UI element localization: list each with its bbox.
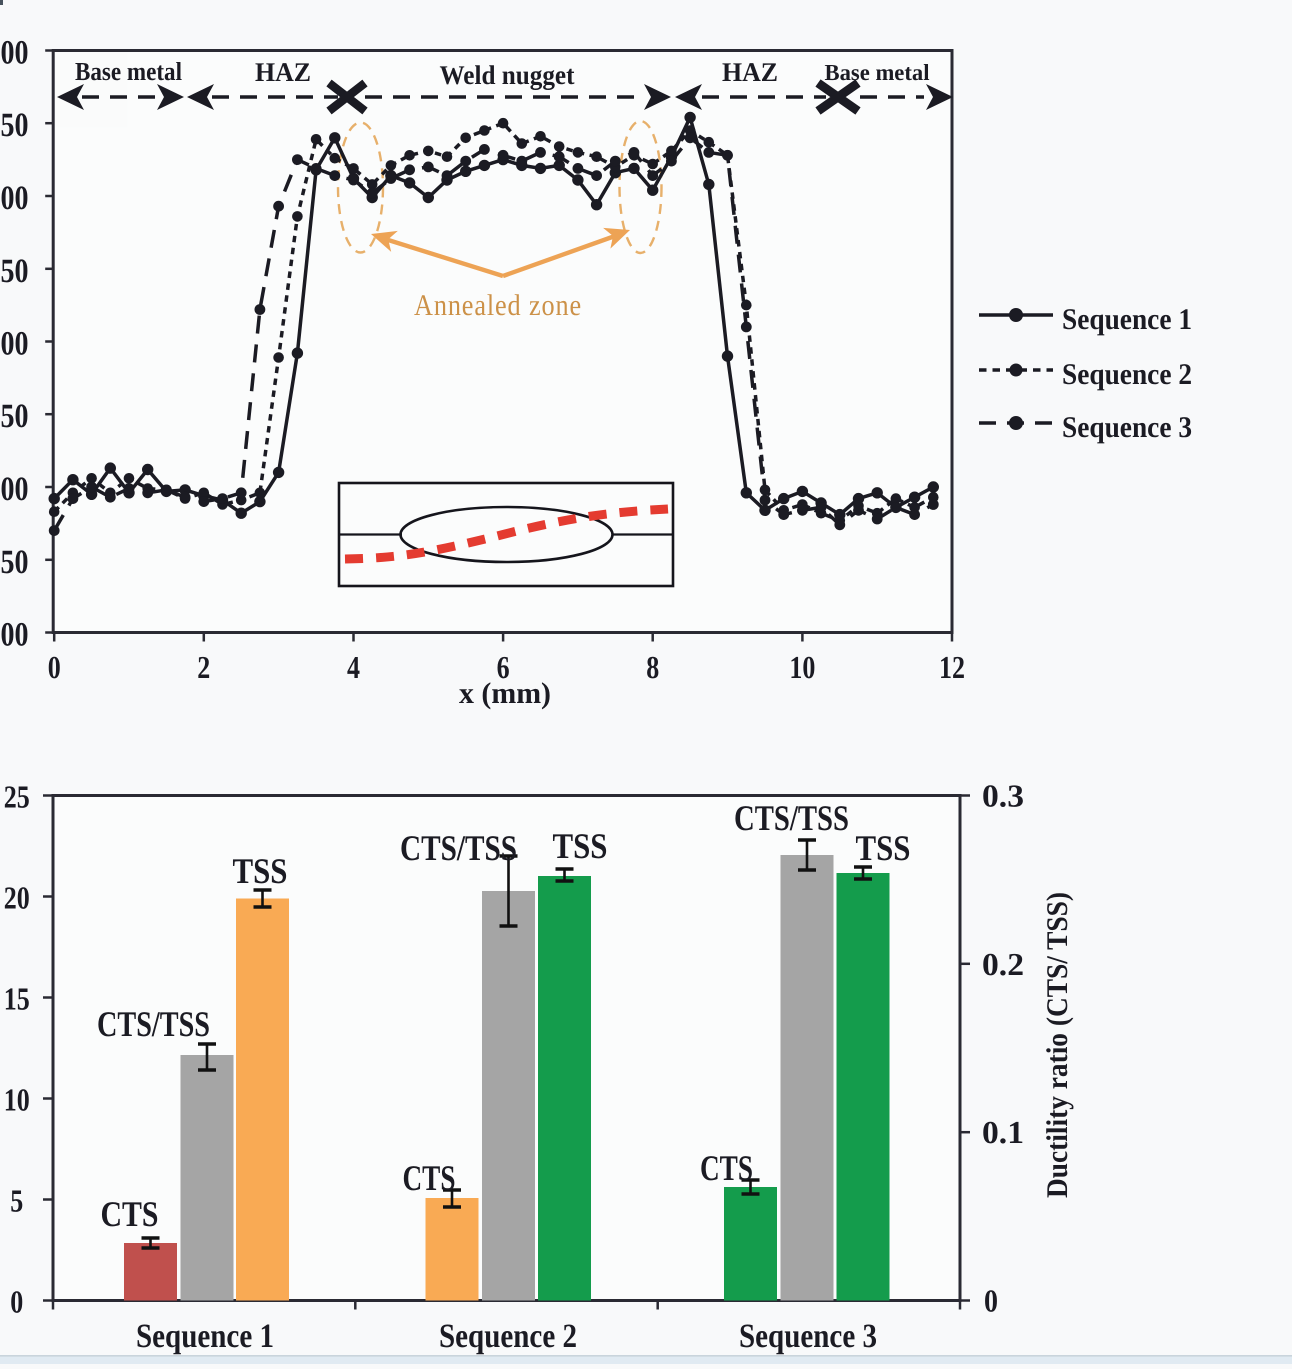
svg-text:CTS: CTS (403, 1158, 456, 1198)
svg-text:HAZ: HAZ (722, 57, 778, 87)
svg-text:0.1: 0.1 (982, 1114, 1024, 1150)
svg-text:12: 12 (939, 649, 965, 685)
svg-text:15: 15 (4, 981, 30, 1017)
svg-text:00: 00 (1, 326, 29, 363)
svg-text:0.2: 0.2 (982, 946, 1024, 982)
svg-text:2: 2 (197, 649, 210, 685)
svg-text:50: 50 (1, 398, 29, 435)
svg-text:TSS: TSS (553, 826, 608, 866)
svg-text:20: 20 (4, 880, 30, 916)
svg-text:Base metal: Base metal (825, 60, 930, 85)
svg-text:Sequence 1: Sequence 1 (1062, 303, 1192, 336)
svg-text:10: 10 (4, 1082, 30, 1118)
svg-text:CTS/TSS: CTS/TSS (400, 828, 517, 868)
svg-text:0: 0 (48, 649, 61, 685)
svg-text:CTS: CTS (700, 1148, 753, 1188)
svg-text:TSS: TSS (856, 828, 911, 868)
svg-text:Sequence 2: Sequence 2 (439, 1318, 577, 1355)
svg-text:5: 5 (10, 1183, 23, 1219)
svg-text:00: 00 (1, 617, 29, 654)
svg-text:50: 50 (1, 544, 29, 581)
svg-text:TSS: TSS (233, 851, 288, 891)
svg-text:Sequence 1: Sequence 1 (136, 1318, 274, 1355)
svg-text:00: 00 (1, 180, 29, 217)
svg-text:00: 00 (1, 471, 29, 508)
svg-text:0.3: 0.3 (982, 778, 1024, 814)
svg-text:Sequence 2: Sequence 2 (1062, 358, 1192, 391)
svg-text:25: 25 (4, 779, 30, 815)
svg-text:50: 50 (1, 107, 29, 144)
svg-text:CTS/TSS: CTS/TSS (97, 1004, 210, 1044)
svg-text:x (mm): x (mm) (459, 677, 551, 710)
svg-text:Sequence 3: Sequence 3 (739, 1318, 877, 1355)
svg-text:6: 6 (497, 649, 510, 685)
svg-text:4: 4 (347, 649, 360, 685)
svg-text:Base metal: Base metal (75, 57, 182, 86)
svg-text:CTS/TSS: CTS/TSS (734, 798, 849, 838)
svg-text:10: 10 (789, 649, 815, 685)
svg-text:HAZ: HAZ (255, 57, 311, 87)
svg-text:00: 00 (1, 35, 29, 72)
svg-text:50: 50 (1, 253, 29, 290)
svg-text:0: 0 (984, 1283, 998, 1319)
svg-text:Weld nugget: Weld nugget (440, 60, 575, 90)
svg-text:Annealed zone: Annealed zone (414, 289, 582, 322)
svg-text:Ductility ratio (CTS/ TSS): Ductility ratio (CTS/ TSS) (1041, 892, 1074, 1198)
svg-text:8: 8 (646, 649, 659, 685)
svg-text:CTS: CTS (101, 1194, 159, 1234)
svg-text:Sequence 3: Sequence 3 (1062, 411, 1192, 444)
svg-text:0: 0 (10, 1284, 23, 1320)
